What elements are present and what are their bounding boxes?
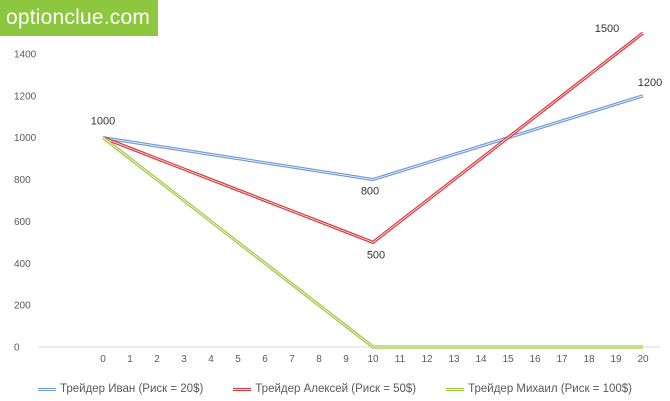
data-label: 1200 bbox=[638, 77, 662, 89]
x-tick-label: 1 bbox=[127, 354, 133, 365]
y-tick-label: 1400 bbox=[14, 49, 37, 60]
x-tick-label: 19 bbox=[610, 354, 622, 365]
series-line-1 bbox=[102, 31, 644, 244]
x-tick-label: 13 bbox=[448, 354, 460, 365]
series-line-highlight-1 bbox=[102, 32, 644, 243]
legend-label-ivan: Трейдер Иван (Риск = 20$) bbox=[59, 383, 204, 395]
x-tick-label: 15 bbox=[502, 354, 514, 365]
y-tick-label: 800 bbox=[14, 175, 31, 186]
x-tick-label: 4 bbox=[208, 354, 214, 365]
x-tick-label: 8 bbox=[316, 354, 322, 365]
y-tick-label: 0 bbox=[14, 343, 20, 354]
data-label: 500 bbox=[367, 249, 385, 261]
x-tick-label: 0 bbox=[100, 354, 106, 365]
y-tick-label: 400 bbox=[14, 259, 31, 270]
x-tick-label: 12 bbox=[421, 354, 433, 365]
x-tick-label: 20 bbox=[637, 354, 649, 365]
legend-swatch-aleksey bbox=[233, 387, 252, 391]
y-tick-label: 200 bbox=[14, 301, 31, 312]
data-label: 1000 bbox=[91, 116, 115, 128]
data-label: 800 bbox=[361, 186, 379, 198]
legend-swatch-ivan bbox=[37, 387, 56, 391]
x-tick-label: 11 bbox=[395, 354, 406, 365]
x-tick-label: 7 bbox=[289, 354, 295, 365]
legend-item-mikhail: Трейдер Михаил (Риск = 100$) bbox=[446, 381, 632, 397]
x-tick-label: 17 bbox=[556, 354, 568, 365]
data-label: 1500 bbox=[595, 23, 619, 35]
y-tick-label: 600 bbox=[14, 217, 31, 228]
x-tick-label: 5 bbox=[235, 354, 241, 365]
x-tick-label: 16 bbox=[529, 354, 541, 365]
series-line-highlight-2 bbox=[102, 137, 643, 348]
legend-swatch-mikhail bbox=[446, 387, 465, 391]
series-line-highlight-0 bbox=[102, 95, 644, 180]
series-line-0 bbox=[102, 94, 644, 182]
chart-legend: Трейдер Иван (Риск = 20$) Трейдер Алексе… bbox=[0, 381, 670, 397]
y-tick-label: 1000 bbox=[14, 133, 37, 144]
x-tick-label: 2 bbox=[154, 354, 160, 365]
x-tick-label: 6 bbox=[262, 354, 268, 365]
legend-item-ivan: Трейдер Иван (Риск = 20$) bbox=[37, 381, 204, 397]
x-tick-label: 14 bbox=[475, 354, 487, 365]
x-tick-label: 18 bbox=[583, 354, 595, 365]
x-tick-label: 9 bbox=[343, 354, 349, 365]
x-tick-label: 3 bbox=[181, 354, 187, 365]
watermark-logo: optionclue.com bbox=[0, 0, 159, 36]
legend-label-aleksey: Трейдер Алексей (Риск = 50$) bbox=[255, 383, 417, 395]
legend-label-mikhail: Трейдер Михаил (Риск = 100$) bbox=[468, 383, 632, 395]
x-tick-label: 10 bbox=[367, 354, 379, 365]
y-tick-label: 1200 bbox=[14, 91, 37, 102]
legend-item-aleksey: Трейдер Алексей (Риск = 50$) bbox=[233, 381, 416, 397]
